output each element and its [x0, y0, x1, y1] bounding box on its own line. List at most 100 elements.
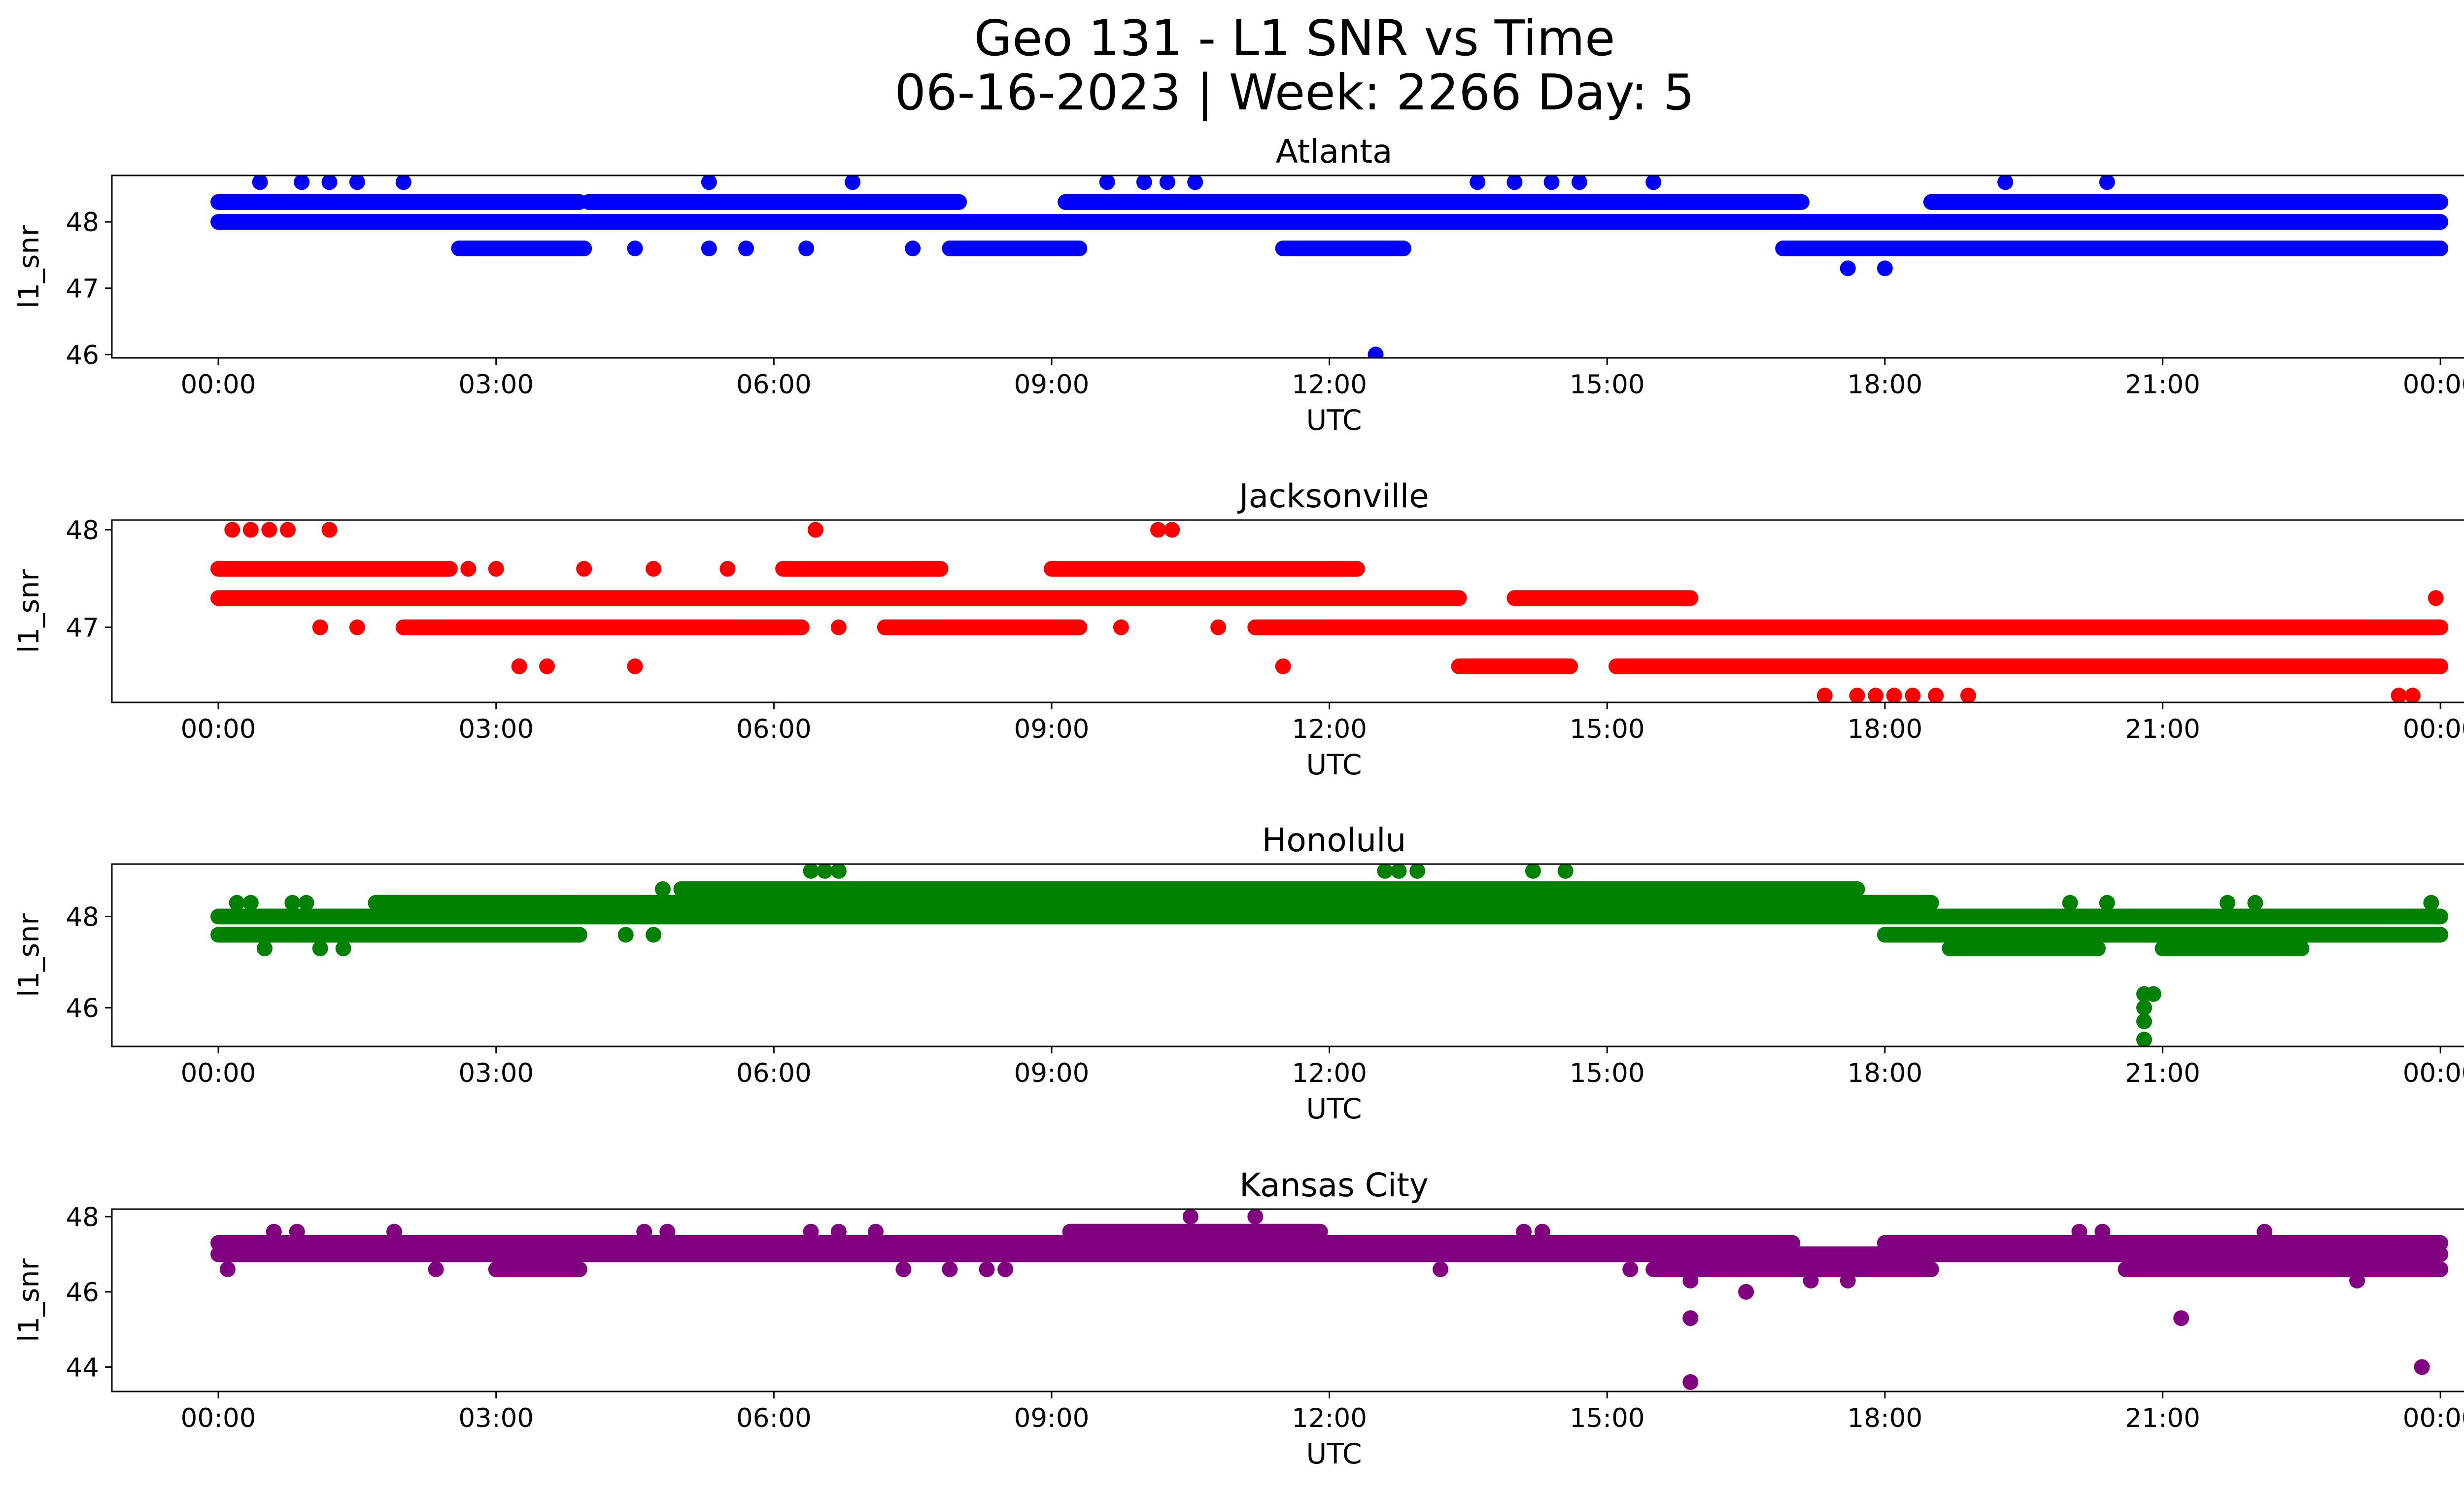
subplot-title: Atlanta — [1276, 133, 1393, 171]
data-point — [298, 895, 314, 911]
point-band — [210, 560, 458, 577]
point-band — [210, 927, 587, 943]
point-band — [1043, 560, 1365, 577]
y-tick-label: 46 — [66, 340, 99, 370]
data-point — [1849, 688, 1865, 702]
point-band — [210, 590, 1467, 606]
data-point — [1247, 1209, 1264, 1225]
x-tick-label: 18:00 — [1848, 370, 1923, 400]
x-tick-label: 06:00 — [736, 1403, 812, 1433]
x-tick-label: 03:00 — [458, 370, 534, 400]
data-point — [2210, 1261, 2226, 1278]
data-point — [1210, 619, 1227, 635]
data-point — [1159, 175, 1175, 190]
data-point — [257, 940, 273, 957]
point-band — [210, 214, 2449, 230]
x-tick-label: 09:00 — [1014, 370, 1090, 400]
data-point — [701, 175, 717, 190]
data-point — [654, 881, 671, 897]
data-point — [2062, 895, 2078, 911]
data-point — [636, 1223, 652, 1240]
data-point — [845, 175, 861, 190]
y-tick-label: 47 — [66, 274, 99, 304]
data-point — [395, 175, 411, 190]
x-tick-label: 18:00 — [1848, 1058, 1923, 1088]
data-point — [266, 1223, 282, 1240]
data-point — [1682, 1374, 1699, 1390]
data-point — [284, 895, 301, 911]
point-band — [1923, 194, 2449, 210]
x-tick-label: 00:00 — [181, 714, 256, 744]
data-point — [1571, 175, 1587, 190]
axes-frame — [111, 174, 2464, 359]
data-point — [242, 895, 259, 911]
point-band — [2118, 1261, 2449, 1278]
data-point — [817, 864, 833, 879]
y-tick-label: 44 — [66, 1353, 99, 1383]
data-point — [1654, 1261, 1671, 1278]
point-band — [210, 194, 587, 210]
subplot-atlanta: Atlanta 00:00 03:00 06:00 09:00 12:00 15:00 18:… — [13, 133, 2464, 437]
data-point — [2423, 895, 2439, 911]
y-axis-label: l1_snr — [13, 569, 45, 653]
point-band — [1275, 241, 1411, 256]
data-point — [312, 940, 328, 957]
point-band — [942, 241, 1088, 256]
point-band — [1451, 658, 1578, 674]
x-tick-label: 00:00 — [181, 370, 256, 400]
point-band — [210, 908, 2449, 925]
data-point — [1840, 260, 1856, 277]
x-tick-label: 09:00 — [1014, 1058, 1090, 1088]
x-tick-label: 21:00 — [2125, 370, 2200, 400]
data-point — [1645, 175, 1662, 190]
x-tick-label: 06:00 — [736, 370, 812, 400]
data-point — [2377, 1235, 2393, 1251]
x-tick-label: 03:00 — [458, 1403, 534, 1433]
data-point — [335, 940, 351, 957]
data-point — [1368, 347, 1384, 358]
data-point — [942, 1261, 958, 1278]
axes-frame — [111, 519, 2464, 703]
data-series-honolulu — [210, 864, 2449, 1046]
data-point — [488, 560, 504, 577]
y-tick-label: 46 — [66, 1278, 99, 1308]
x-tick-label: 06:00 — [736, 714, 812, 744]
x-tick-label: 21:00 — [2125, 714, 2200, 744]
data-point — [1150, 522, 1166, 538]
x-tick-label: 21:00 — [2125, 1058, 2200, 1088]
point-band — [1506, 590, 1699, 606]
point-band — [877, 619, 1088, 635]
data-point — [2247, 895, 2263, 911]
data-point — [2099, 175, 2115, 190]
data-point — [803, 1223, 819, 1240]
x-tick-label: 00:00 — [2403, 714, 2464, 744]
data-point — [738, 241, 754, 256]
data-point — [1113, 619, 1129, 635]
subplot-title: Honolulu — [1262, 821, 1406, 859]
data-point — [279, 522, 296, 538]
y-tick-label: 48 — [66, 516, 99, 546]
figure-title-line-2: 06-16-2023 | Week: 2266 Day: 5 — [894, 64, 1694, 121]
subplot-title: Kansas City — [1239, 1166, 1429, 1204]
point-band — [395, 619, 810, 635]
data-point — [1928, 688, 1944, 702]
point-band — [562, 895, 1939, 911]
x-tick-label: 00:00 — [2403, 1058, 2464, 1088]
data-point — [294, 175, 310, 190]
data-point — [428, 1261, 444, 1278]
data-point — [1840, 1272, 1856, 1288]
data-point — [1997, 175, 2014, 190]
x-tick-label: 12:00 — [1292, 1058, 1367, 1088]
x-axis-label: UTC — [1306, 1438, 1362, 1470]
data-point — [576, 560, 592, 577]
data-point — [1905, 688, 1921, 702]
data-point — [1543, 175, 1560, 190]
x-tick-label: 18:00 — [1848, 714, 1923, 744]
data-point — [321, 522, 338, 538]
data-point — [539, 658, 555, 674]
x-tick-label: 21:00 — [2125, 1403, 2200, 1433]
x-tick-label: 00:00 — [2403, 1403, 2464, 1433]
data-point — [1960, 688, 1976, 702]
data-point — [321, 175, 338, 190]
